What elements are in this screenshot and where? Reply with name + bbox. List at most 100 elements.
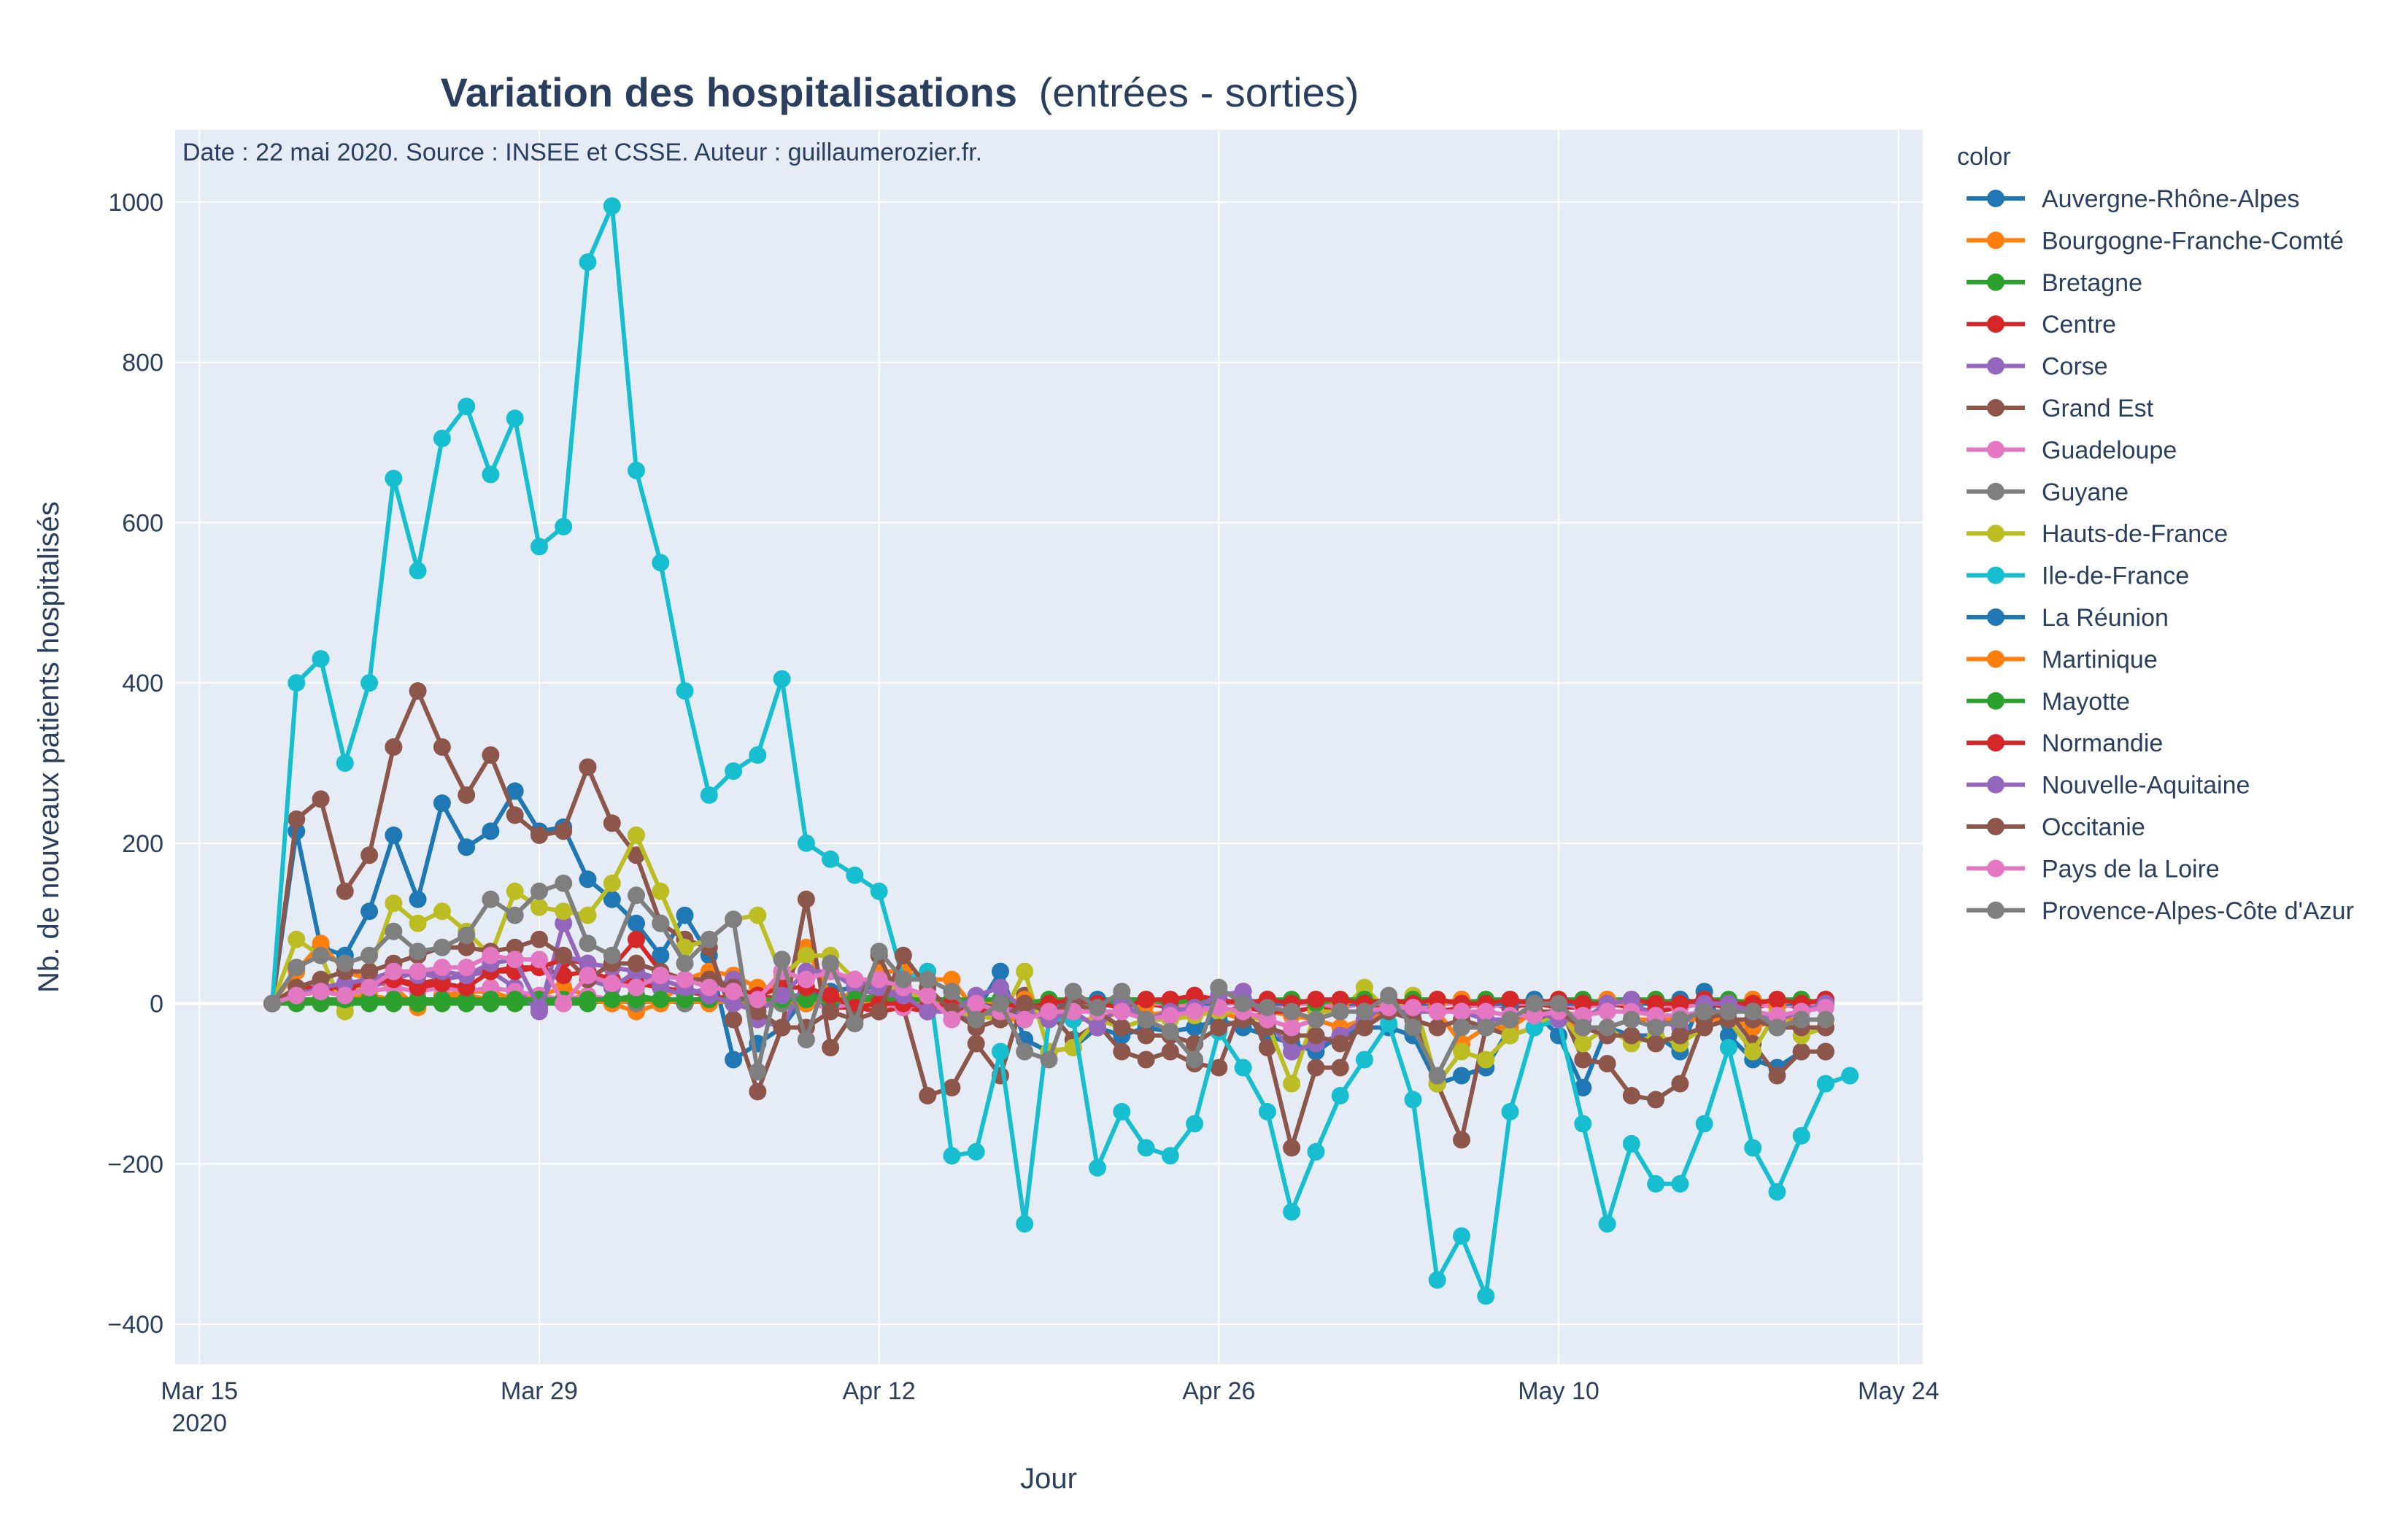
- legend-swatch-marker: [1987, 608, 2004, 626]
- data-point: [797, 890, 815, 908]
- data-point: [1234, 994, 1252, 1013]
- data-point: [1040, 1051, 1058, 1069]
- data-point: [530, 999, 548, 1017]
- legend-label: Grand Est: [2042, 395, 2154, 422]
- data-point: [603, 890, 621, 908]
- data-point: [628, 461, 645, 479]
- data-point: [676, 970, 694, 989]
- data-point: [433, 975, 451, 993]
- data-point: [822, 850, 840, 868]
- y-tick-label: −200: [107, 1150, 163, 1178]
- data-point: [506, 882, 524, 900]
- data-point: [1210, 978, 1228, 997]
- data-point: [1816, 1042, 1834, 1061]
- data-point: [846, 970, 864, 989]
- data-point: [773, 670, 791, 688]
- data-point: [579, 253, 597, 271]
- data-point: [1283, 1139, 1301, 1157]
- data-point: [555, 902, 573, 921]
- data-point: [409, 682, 427, 700]
- data-point: [458, 926, 476, 945]
- data-point: [676, 938, 694, 956]
- data-point: [1477, 1287, 1495, 1305]
- legend-item: Martinique: [1967, 646, 2158, 673]
- data-point: [1816, 1010, 1834, 1029]
- data-point: [1477, 1018, 1495, 1037]
- data-point: [603, 814, 621, 832]
- data-point: [1161, 1007, 1179, 1025]
- data-point: [385, 991, 403, 1009]
- data-point: [1355, 978, 1373, 997]
- chart-title: Variation des hospitalisations (entrées …: [441, 69, 1359, 115]
- data-point: [967, 1010, 985, 1029]
- data-point: [409, 978, 427, 997]
- data-point: [870, 943, 888, 961]
- data-point: [1647, 1175, 1665, 1193]
- legend-label: Bourgogne-Franche-Comté: [2042, 227, 2344, 255]
- legend-swatch-marker: [1987, 190, 2004, 207]
- data-point: [773, 986, 791, 1005]
- data-point: [919, 970, 937, 989]
- data-point: [725, 762, 743, 780]
- data-point: [797, 991, 815, 1009]
- legend-label: Bretagne: [2042, 269, 2142, 297]
- data-point: [846, 866, 864, 884]
- data-point: [458, 991, 476, 1009]
- data-point: [555, 967, 573, 985]
- data-point: [1622, 1086, 1640, 1104]
- data-point: [894, 970, 912, 989]
- data-point: [579, 954, 597, 972]
- data-point: [360, 991, 379, 1009]
- data-point: [1186, 1051, 1204, 1069]
- data-point: [1574, 1034, 1592, 1053]
- data-point: [506, 938, 524, 956]
- data-point: [1404, 999, 1422, 1017]
- data-point: [530, 538, 548, 556]
- data-point: [312, 935, 330, 953]
- data-point: [1283, 1075, 1301, 1093]
- data-point: [1428, 1018, 1446, 1037]
- data-point: [1598, 1215, 1616, 1233]
- data-point: [1453, 1227, 1470, 1245]
- data-point: [1744, 1139, 1762, 1157]
- data-point: [336, 1002, 354, 1021]
- data-point: [506, 806, 524, 824]
- data-point: [555, 822, 573, 840]
- data-point: [1089, 1018, 1106, 1037]
- data-point: [579, 870, 597, 889]
- source-annotation: Date : 22 mai 2020. Source : INSEE et CS…: [182, 139, 982, 166]
- data-point: [967, 1142, 985, 1161]
- legend-swatch-marker: [1987, 566, 2004, 584]
- chart-title-main: Variation des hospitalisations: [441, 69, 1017, 115]
- data-point: [700, 930, 718, 948]
- data-point: [458, 398, 476, 416]
- data-point: [797, 834, 815, 852]
- data-point: [1622, 1010, 1640, 1029]
- data-point: [409, 943, 427, 961]
- legend-item: Bourgogne-Franche-Comté: [1967, 227, 2344, 255]
- data-point: [1671, 1026, 1689, 1045]
- data-point: [1671, 1175, 1689, 1193]
- data-point: [336, 975, 354, 993]
- legend-label: Nouvelle-Aquitaine: [2042, 772, 2250, 800]
- legend: color Auvergne-Rhône-Alpes Bourgogne-Fran…: [1957, 143, 2354, 925]
- data-point: [579, 967, 597, 985]
- data-point: [1671, 1010, 1689, 1029]
- data-point: [628, 991, 645, 1009]
- data-point: [360, 846, 379, 864]
- data-point: [1186, 1018, 1204, 1037]
- legend-swatch-marker: [1987, 315, 2004, 333]
- data-point: [288, 674, 306, 692]
- data-point: [506, 906, 524, 924]
- data-point: [288, 959, 306, 977]
- data-point: [1355, 1051, 1373, 1069]
- legend-swatch-marker: [1987, 441, 2004, 459]
- data-point: [943, 970, 961, 989]
- data-point: [409, 962, 427, 980]
- data-point: [458, 938, 476, 956]
- data-point: [628, 826, 645, 844]
- data-point: [1695, 1115, 1713, 1133]
- x-tick-label: Apr 26: [1182, 1377, 1255, 1405]
- data-point: [749, 1002, 767, 1021]
- data-point: [1501, 1026, 1519, 1045]
